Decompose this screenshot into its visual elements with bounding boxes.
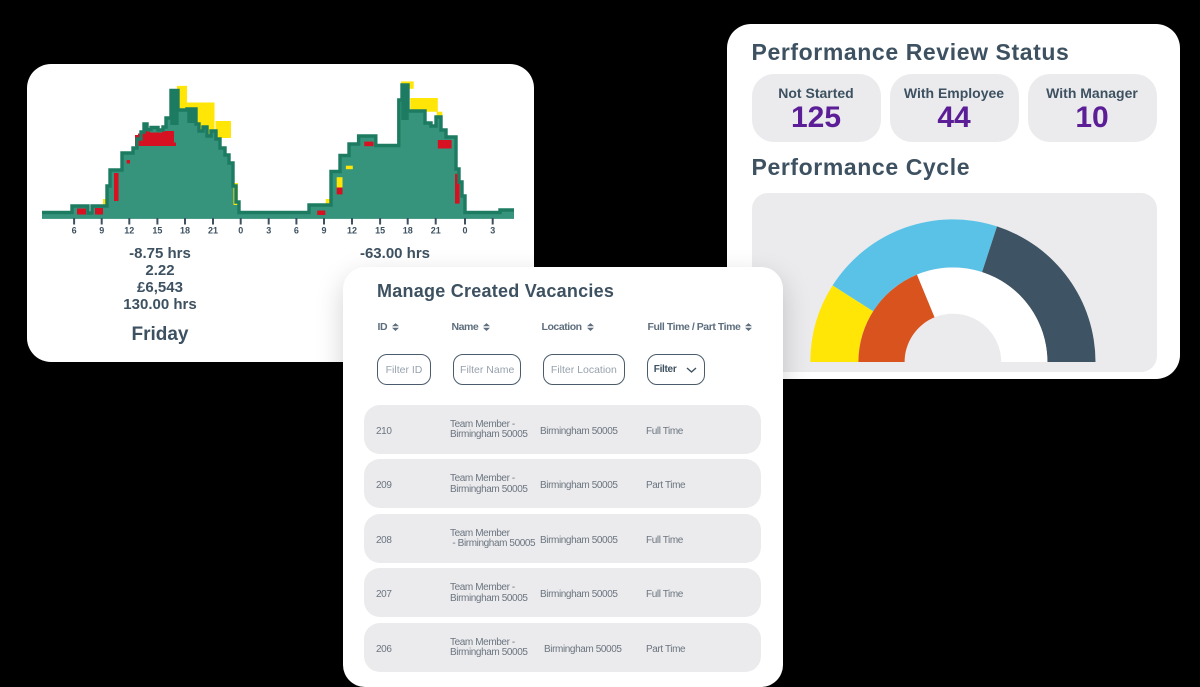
svg-text:18: 18 [403, 226, 413, 236]
svg-text:6: 6 [294, 226, 299, 236]
svg-text:12: 12 [347, 226, 357, 236]
svg-text:0: 0 [238, 226, 243, 236]
svg-text:9: 9 [99, 226, 104, 236]
svg-text:21: 21 [208, 226, 218, 236]
svg-text:15: 15 [375, 226, 385, 236]
svg-text:18: 18 [180, 226, 190, 236]
svg-text:12: 12 [124, 226, 134, 236]
svg-text:21: 21 [431, 226, 441, 236]
svg-text:0: 0 [462, 226, 467, 236]
svg-text:9: 9 [321, 226, 326, 236]
svg-text:6: 6 [72, 226, 77, 236]
svg-text:3: 3 [490, 226, 495, 236]
svg-text:15: 15 [152, 226, 162, 236]
svg-text:3: 3 [266, 226, 271, 236]
